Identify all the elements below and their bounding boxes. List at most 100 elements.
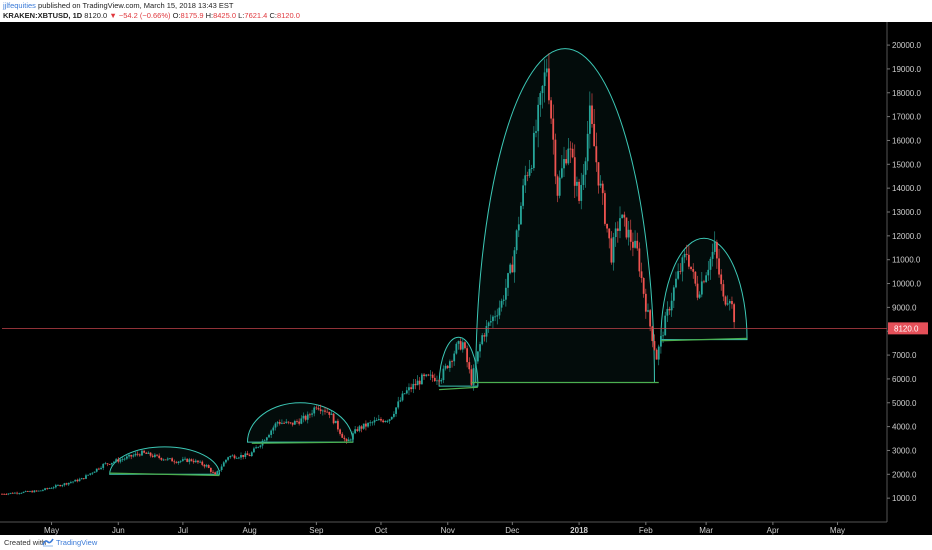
candle[interactable] <box>255 445 257 449</box>
candle[interactable] <box>724 295 727 307</box>
candle[interactable] <box>199 460 202 464</box>
candle[interactable] <box>614 222 617 247</box>
candle[interactable] <box>50 486 53 489</box>
candle[interactable] <box>147 451 150 455</box>
candle[interactable] <box>548 53 550 105</box>
candle[interactable] <box>423 372 425 380</box>
candle[interactable] <box>625 217 628 240</box>
candle[interactable] <box>173 459 176 465</box>
candle[interactable] <box>72 481 74 484</box>
candle[interactable] <box>599 175 602 189</box>
candle[interactable] <box>9 492 12 495</box>
candle[interactable] <box>341 432 344 438</box>
candle[interactable] <box>429 370 432 381</box>
candle[interactable] <box>690 266 692 271</box>
candle[interactable] <box>632 232 634 257</box>
candle[interactable] <box>177 461 180 465</box>
price-chart[interactable]: 1000.0 2000.0 3000.0 4000.0 5000.0 6000.0 7000… <box>0 22 932 535</box>
candle[interactable] <box>61 484 64 488</box>
candle[interactable] <box>414 379 417 390</box>
candle[interactable] <box>201 460 204 467</box>
neckline[interactable] <box>109 472 220 477</box>
candle[interactable] <box>683 249 686 264</box>
candle[interactable] <box>726 295 729 306</box>
candle[interactable] <box>365 420 367 431</box>
candle[interactable] <box>451 359 453 368</box>
candle[interactable] <box>584 157 587 188</box>
candle[interactable] <box>218 469 221 472</box>
candle[interactable] <box>647 303 649 313</box>
candle[interactable] <box>522 178 524 210</box>
candle[interactable] <box>214 471 217 475</box>
candle[interactable] <box>416 375 419 386</box>
candle[interactable] <box>85 473 87 480</box>
candle[interactable] <box>91 472 94 475</box>
candle[interactable] <box>289 422 292 425</box>
candle[interactable] <box>82 478 85 480</box>
candle[interactable] <box>22 491 25 494</box>
candle[interactable] <box>212 470 214 474</box>
candle[interactable] <box>31 490 34 493</box>
candle[interactable] <box>698 291 701 300</box>
candle[interactable] <box>11 492 14 494</box>
neckline[interactable] <box>439 386 478 391</box>
candle[interactable] <box>115 457 118 463</box>
candle[interactable] <box>304 414 307 422</box>
candle[interactable] <box>149 452 152 458</box>
candle[interactable] <box>668 306 671 315</box>
candle[interactable] <box>685 244 688 261</box>
candle[interactable] <box>179 460 182 464</box>
candle[interactable] <box>345 438 348 444</box>
candle[interactable] <box>731 296 733 309</box>
candle[interactable] <box>715 239 718 269</box>
candle[interactable] <box>205 463 208 468</box>
candle[interactable] <box>209 467 212 474</box>
candle[interactable] <box>145 451 148 454</box>
candle[interactable] <box>651 325 654 348</box>
candle[interactable] <box>158 453 161 460</box>
candle[interactable] <box>227 456 229 462</box>
candle[interactable] <box>550 97 552 125</box>
candle[interactable] <box>500 298 503 312</box>
candle[interactable] <box>412 378 415 394</box>
candle[interactable] <box>203 463 206 469</box>
candle[interactable] <box>597 162 600 194</box>
candle[interactable] <box>382 419 385 424</box>
candle[interactable] <box>457 340 460 350</box>
candle[interactable] <box>558 170 561 199</box>
candle[interactable] <box>509 262 512 275</box>
candle[interactable] <box>74 479 77 482</box>
candle[interactable] <box>644 288 647 319</box>
candle[interactable] <box>42 489 44 492</box>
candle[interactable] <box>703 279 705 284</box>
candle[interactable] <box>373 416 376 426</box>
candle[interactable] <box>136 451 139 457</box>
candle[interactable] <box>343 435 346 442</box>
candle[interactable] <box>190 458 193 462</box>
candle[interactable] <box>44 487 46 491</box>
candle[interactable] <box>418 377 421 390</box>
candle[interactable] <box>524 165 527 193</box>
candle[interactable] <box>253 446 255 453</box>
candle[interactable] <box>7 493 10 496</box>
candle[interactable] <box>692 263 695 279</box>
candle[interactable] <box>326 407 329 413</box>
candle[interactable] <box>216 470 219 475</box>
candle[interactable] <box>371 421 374 426</box>
candle[interactable] <box>535 119 537 138</box>
candle[interactable] <box>384 420 387 423</box>
candle[interactable] <box>134 451 137 457</box>
candle[interactable] <box>543 59 546 103</box>
chart-area[interactable]: 1000.0 2000.0 3000.0 4000.0 5000.0 6000.0 7000… <box>0 22 932 535</box>
candle[interactable] <box>694 271 697 287</box>
candle[interactable] <box>57 484 59 486</box>
candle[interactable] <box>48 487 51 489</box>
candle[interactable] <box>233 454 236 460</box>
candle[interactable] <box>46 487 49 490</box>
candle[interactable] <box>358 425 361 433</box>
candle[interactable] <box>37 490 40 492</box>
candle[interactable] <box>392 411 395 419</box>
candle[interactable] <box>388 418 391 424</box>
candle[interactable] <box>481 332 484 346</box>
candle[interactable] <box>141 448 143 456</box>
